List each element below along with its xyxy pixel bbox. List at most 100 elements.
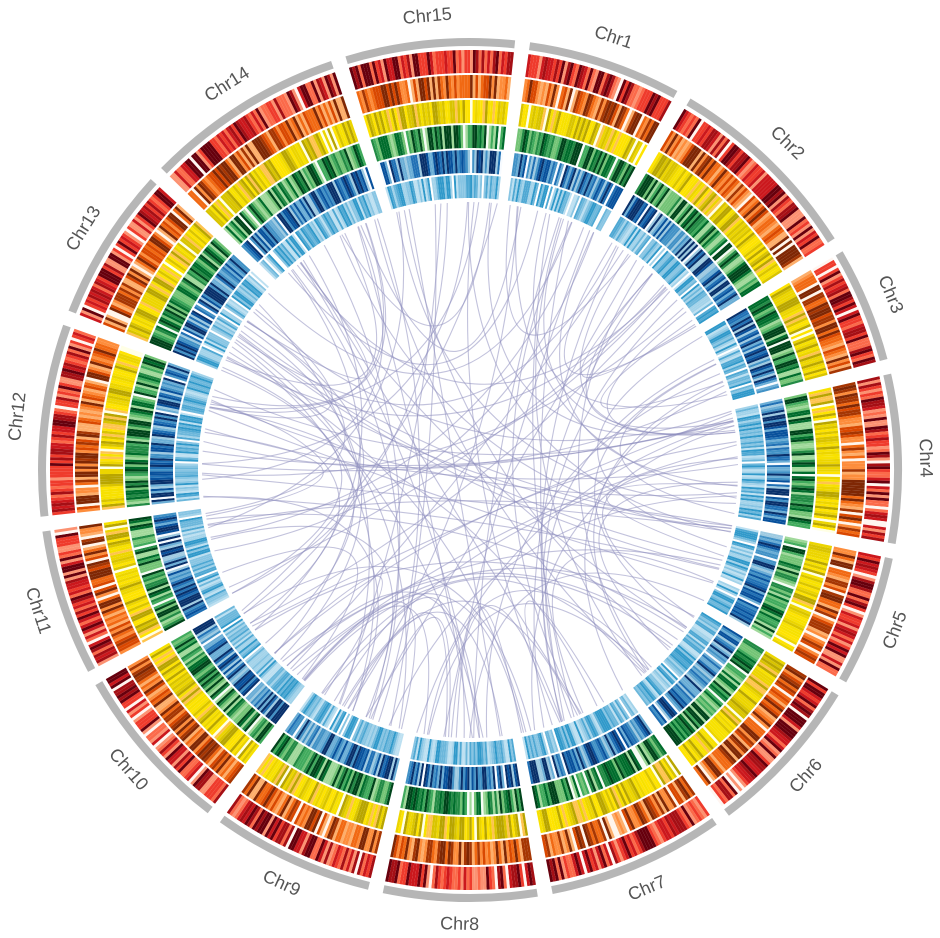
heatmap-bin <box>467 100 470 123</box>
heatmap-bin <box>465 75 468 98</box>
tracks-layer <box>50 50 890 890</box>
heatmap-bin <box>817 469 840 472</box>
heatmap-bin <box>125 469 148 471</box>
heatmap-bin <box>465 742 467 765</box>
heatmap-bin <box>466 842 469 865</box>
heatmap-bin <box>867 460 890 463</box>
heatmap-bin <box>767 469 790 471</box>
heatmap-bin <box>465 792 468 815</box>
heatmap-bin <box>175 465 198 467</box>
link <box>358 227 473 738</box>
heatmap-bin <box>742 465 765 467</box>
heatmap-bin <box>767 465 790 467</box>
heatmap-bin <box>842 466 865 469</box>
heatmap-bin <box>125 467 148 469</box>
heatmap-bin <box>464 817 467 840</box>
heatmap-bin <box>742 469 765 471</box>
heatmap-bin <box>474 792 477 815</box>
heatmap-bin <box>463 125 466 148</box>
heatmap-bin <box>467 792 469 815</box>
heatmap-bin <box>842 464 865 467</box>
heatmap-bin <box>471 767 473 790</box>
heatmap-bin <box>472 100 475 123</box>
heatmap-bin <box>467 75 470 98</box>
heatmap-bin <box>792 472 815 475</box>
heatmap-bin <box>817 474 840 477</box>
heatmap-bin <box>460 867 463 890</box>
heatmap-bin <box>469 867 472 890</box>
link <box>506 205 630 335</box>
heatmap-bin <box>465 767 467 790</box>
heatmap-bin <box>742 467 765 469</box>
heatmap-bin <box>75 463 98 466</box>
heatmap-bin <box>150 469 173 471</box>
heatmap-bin <box>470 100 473 123</box>
heatmap-bin <box>792 474 815 477</box>
heatmap-bin <box>462 100 465 123</box>
heatmap-bin <box>474 842 477 865</box>
heatmap-bin <box>50 466 73 469</box>
heatmap-bin <box>470 125 472 148</box>
heatmap-bin <box>867 469 890 472</box>
heatmap-bin <box>150 465 173 467</box>
heatmap-bin <box>463 867 466 890</box>
heatmap-bin <box>100 471 123 474</box>
heatmap-bin <box>469 792 471 815</box>
heatmap-bin <box>767 467 790 469</box>
heatmap-bin <box>792 464 815 467</box>
heatmap-bin <box>175 471 198 473</box>
link <box>211 227 584 537</box>
link <box>371 617 450 737</box>
heatmap-bin <box>475 100 478 123</box>
heatmap-bin <box>75 466 98 469</box>
heatmap-bin <box>125 474 148 477</box>
heatmap-bin <box>50 469 73 472</box>
heatmap-bin <box>464 842 467 865</box>
heatmap-bin <box>50 463 73 466</box>
heatmap-bin <box>471 742 473 765</box>
heatmap-bin <box>472 867 475 890</box>
heatmap-bin <box>50 474 73 477</box>
heatmap-bin <box>867 463 890 466</box>
heatmap-bin <box>461 842 464 865</box>
heatmap-bin <box>767 471 790 473</box>
heatmap-bin <box>175 467 198 469</box>
heatmap-bin <box>150 473 173 475</box>
heatmap-bin <box>465 100 468 123</box>
heatmap-bin <box>100 464 123 467</box>
heatmap-bin <box>470 50 473 73</box>
heatmap-bin <box>842 469 865 472</box>
heatmap-bin <box>473 50 476 73</box>
heatmap-bin <box>461 50 464 73</box>
heatmap-bin <box>767 474 790 477</box>
circos-plot: Chr1Chr2Chr3Chr4Chr5Chr6Chr7Chr8Chr9Chr1… <box>0 0 940 938</box>
heatmap-bin <box>817 464 840 467</box>
heatmap-bin <box>472 125 475 148</box>
heatmap-bin <box>475 867 478 890</box>
heatmap-bin <box>465 125 468 148</box>
heatmap-bin <box>792 469 815 471</box>
heatmap-bin <box>75 472 98 475</box>
heatmap-bin <box>100 474 123 477</box>
heatmap-bin <box>100 466 123 469</box>
heatmap-bin <box>462 75 465 98</box>
heatmap-bin <box>468 125 470 148</box>
heatmap-bin <box>867 466 890 469</box>
heatmap-bin <box>466 867 469 890</box>
heatmap-bin <box>125 464 148 467</box>
heatmap-bin <box>474 767 476 790</box>
heatmap-bin <box>150 471 173 473</box>
heatmap-bin <box>476 50 479 73</box>
heatmap-bin <box>474 817 477 840</box>
heatmap-bin <box>75 474 98 477</box>
heatmap-bin <box>867 475 890 478</box>
heatmap-bin <box>817 467 840 470</box>
heatmap-bin <box>50 477 73 480</box>
heatmap-bin <box>467 817 470 840</box>
heatmap-bin <box>842 472 865 475</box>
heatmap-bin <box>792 467 815 469</box>
heatmap-bin <box>467 50 470 73</box>
heatmap-bin <box>469 842 472 865</box>
heatmap-bin <box>150 467 173 469</box>
link <box>222 547 357 679</box>
